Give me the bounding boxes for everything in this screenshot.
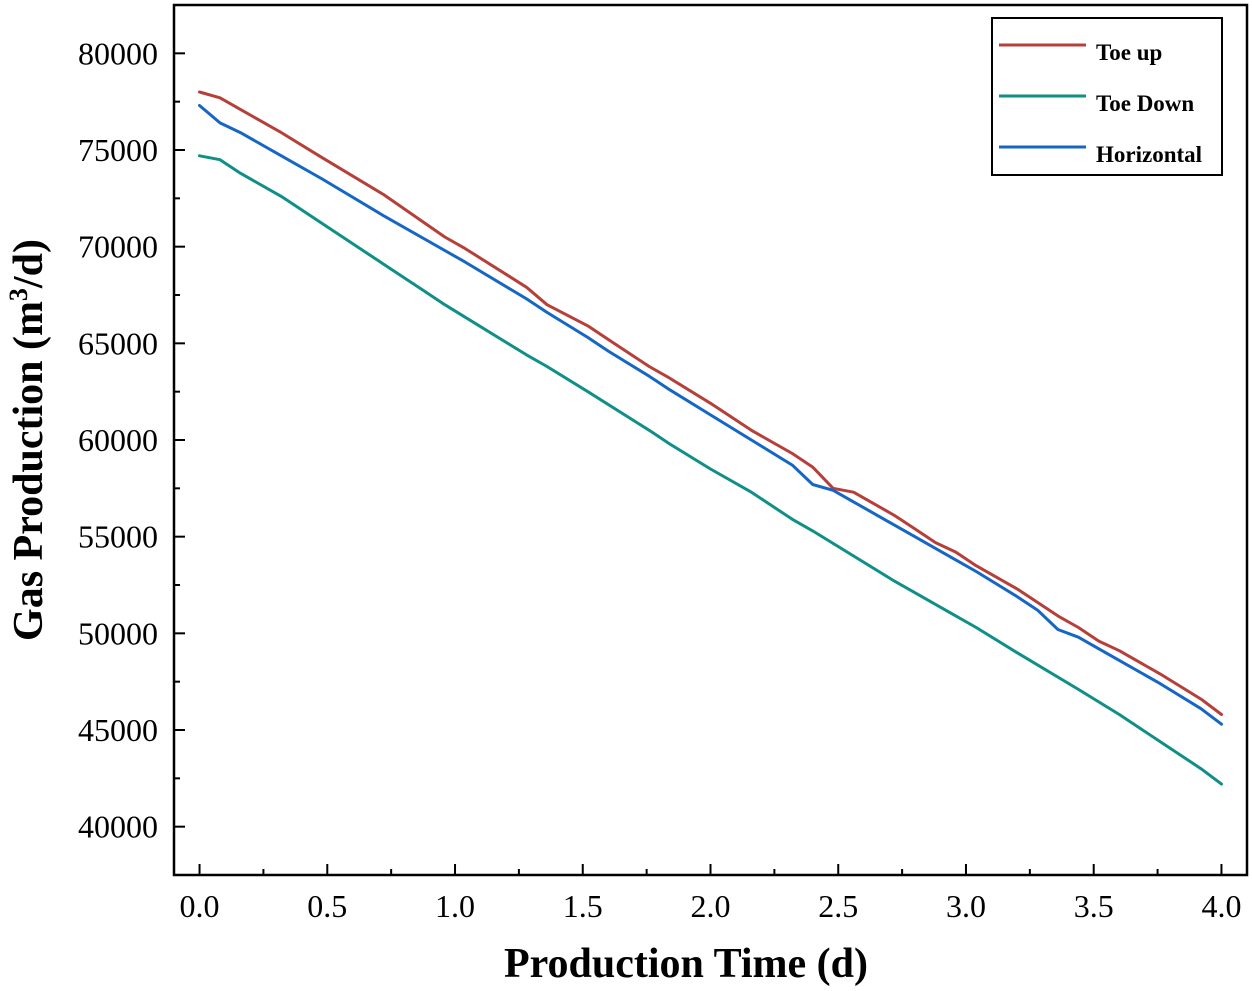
y-tick-label: 50000 (78, 615, 158, 651)
y-tick-label: 65000 (78, 325, 158, 361)
legend-label-toe-down: Toe Down (1096, 91, 1194, 116)
y-tick-label: 40000 (78, 809, 158, 845)
y-tick-label: 70000 (78, 229, 158, 265)
x-tick-label: 0.5 (307, 888, 347, 924)
y-tick-label: 45000 (78, 712, 158, 748)
y-tick-label: 75000 (78, 132, 158, 168)
x-axis-ticks: 0.0 0.5 1.0 1.5 2.0 2.5 3.0 3.5 4.0 (180, 864, 1241, 924)
x-tick-label: 1.0 (435, 888, 475, 924)
series-line-toe-down (198, 154, 1223, 786)
x-axis-title: Production Time (d) (504, 941, 868, 987)
x-tick-label: 2.0 (691, 888, 731, 924)
legend-label-horizontal: Horizontal (1096, 142, 1202, 167)
x-tick-label: 3.0 (946, 888, 986, 924)
legend: Toe up Toe Down Horizontal (991, 17, 1223, 176)
legend-label-toe-up: Toe up (1096, 40, 1162, 65)
x-tick-label: 0.0 (180, 888, 220, 924)
y-axis-title-main: Gas Production (m (6, 301, 52, 641)
series-line-toe-up (198, 90, 1223, 716)
y-axis-title-suffix: /d) (6, 239, 52, 289)
series-line-horizontal (198, 104, 1223, 726)
x-tick-label: 1.5 (563, 888, 603, 924)
y-tick-label: 80000 (78, 35, 158, 71)
x-tick-label: 3.5 (1074, 888, 1114, 924)
y-axis-ticks: 40000 45000 50000 55000 60000 65000 70000 75000… (78, 35, 185, 845)
x-tick-label: 4.0 (1201, 888, 1241, 924)
legend-entries: Toe up Toe Down Horizontal (999, 40, 1202, 167)
series-layer (198, 90, 1223, 786)
y-axis-title: Gas Production (m3/d) (4, 239, 52, 641)
x-tick-label: 2.5 (818, 888, 858, 924)
y-tick-label: 55000 (78, 519, 158, 555)
y-tick-label: 60000 (78, 422, 158, 458)
y-axis-title-superscript: 3 (4, 288, 33, 301)
